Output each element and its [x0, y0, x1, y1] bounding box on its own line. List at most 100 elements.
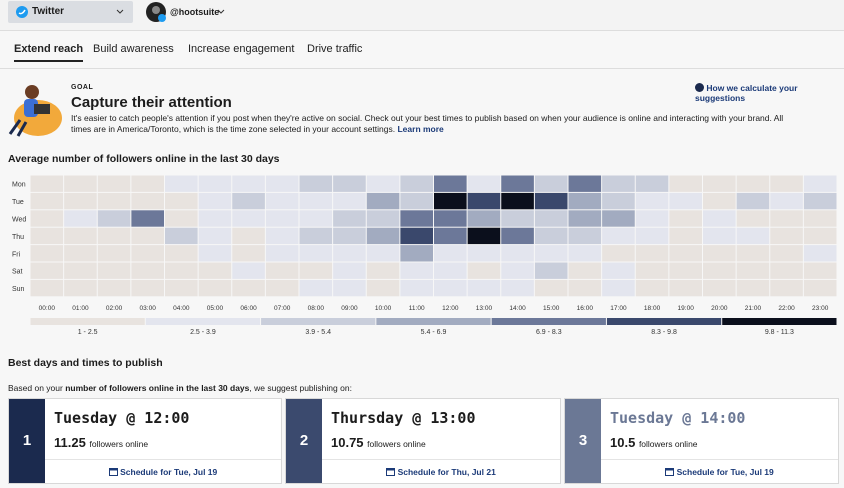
heatmap-cell	[299, 227, 333, 245]
schedule-button[interactable]: Schedule for Tue, Jul 19	[601, 467, 838, 477]
heatmap-cell	[198, 279, 232, 297]
heatmap-cell	[232, 210, 265, 227]
heatmap-cell	[534, 192, 568, 210]
heatmap-cell	[669, 175, 702, 192]
heatmap-cell	[434, 245, 467, 262]
network-dropdown[interactable]: Twitter	[8, 1, 133, 23]
heatmap-cell	[602, 175, 635, 192]
hour-label: 01:00	[72, 305, 89, 312]
heatmap-cell	[568, 245, 602, 262]
heatmap-cell	[568, 175, 602, 192]
legend-swatch	[261, 318, 376, 325]
account-name: @hootsuite	[170, 7, 220, 17]
heatmap-cell	[669, 227, 702, 245]
heatmap-cell	[602, 262, 635, 279]
card-title: Tuesday @ 14:00	[610, 409, 746, 427]
help-link[interactable]: How we calculate your suggestions	[695, 83, 844, 103]
hour-label: 15:00	[543, 305, 560, 312]
heatmap-cell	[165, 175, 198, 192]
suggestion-card: 3 Tuesday @ 14:00 10.5 followers online Sc…	[564, 398, 839, 484]
heatmap-cell	[131, 279, 164, 297]
tab[interactable]: Extend reach	[14, 43, 84, 62]
heatmap-cell	[770, 279, 803, 297]
heatmap-cell	[97, 227, 131, 245]
heatmap-cell	[333, 175, 366, 192]
heatmap-cell	[534, 262, 568, 279]
heatmap-cell	[198, 175, 232, 192]
heatmap-cell	[366, 227, 400, 245]
heatmap-cell	[602, 227, 635, 245]
intro-text: Based on your	[8, 383, 66, 393]
heatmap-cell	[501, 210, 534, 227]
heatmap-cell	[669, 210, 702, 227]
heatmap-cell	[602, 279, 635, 297]
heatmap-cell	[64, 245, 97, 262]
schedule-text: Schedule for Thu, Jul 21	[397, 467, 496, 477]
heatmap-title: Average number of followers online in th…	[8, 153, 280, 165]
heatmap-cell	[366, 245, 400, 262]
heatmap-cell	[64, 279, 97, 297]
legend-label: 5.4 - 6.9	[421, 329, 447, 336]
heatmap-cell	[501, 279, 534, 297]
avatar	[146, 2, 166, 22]
goal-title: Capture their attention	[71, 94, 232, 111]
heatmap-cell	[366, 175, 400, 192]
tab[interactable]: Drive traffic	[307, 43, 363, 55]
heatmap-cell	[131, 192, 164, 210]
heatmap-cell	[265, 227, 299, 245]
heatmap-cell	[703, 245, 736, 262]
heatmap-cell	[366, 192, 400, 210]
heatmap-cell	[97, 279, 131, 297]
heatmap-cell	[501, 192, 534, 210]
heatmap-cell	[736, 262, 770, 279]
day-label: Sat	[12, 269, 23, 276]
followers-value: 10.75	[331, 435, 364, 450]
heatmap-cell	[131, 245, 164, 262]
heatmap-cell	[366, 279, 400, 297]
heatmap-cell	[198, 227, 232, 245]
heatmap-cell	[165, 262, 198, 279]
heatmap-cell	[333, 245, 366, 262]
heatmap-cell	[434, 210, 467, 227]
heatmap-cell	[534, 227, 568, 245]
legend-swatch	[491, 318, 606, 325]
divider	[45, 459, 281, 460]
card-title: Thursday @ 13:00	[331, 409, 476, 427]
tab-bar: Extend reach Build awareness Increase enga…	[0, 31, 844, 69]
heatmap-cell	[434, 192, 467, 210]
heatmap-cell	[703, 227, 736, 245]
heatmap-cell	[635, 175, 669, 192]
legend-swatch	[30, 318, 145, 325]
learn-more-link[interactable]: Learn more	[397, 123, 444, 134]
heatmap-cell	[232, 192, 265, 210]
tab[interactable]: Increase engagement	[188, 43, 295, 55]
heatmap-cell	[803, 279, 837, 297]
heatmap-cell	[770, 262, 803, 279]
heatmap-cell	[703, 210, 736, 227]
heatmap-cell	[30, 192, 64, 210]
help-text: How we calculate your suggestions	[695, 83, 798, 103]
heatmap-cell	[299, 262, 333, 279]
heatmap-cell	[265, 210, 299, 227]
hour-label: 05:00	[207, 305, 224, 312]
heatmap-cell	[400, 175, 433, 192]
heatmap-cell	[501, 175, 534, 192]
legend-label: 3.9 - 5.4	[305, 329, 331, 336]
heatmap-cell	[602, 210, 635, 227]
heatmap-cell	[434, 279, 467, 297]
day-label: Sun	[12, 286, 25, 293]
schedule-button[interactable]: Schedule for Thu, Jul 21	[322, 467, 560, 477]
rank: 1	[9, 399, 45, 483]
heatmap-cell	[131, 227, 164, 245]
rank: 3	[565, 399, 601, 483]
heatmap-cell	[803, 210, 837, 227]
schedule-button[interactable]: Schedule for Tue, Jul 19	[45, 467, 281, 477]
best-title: Best days and times to publish	[8, 357, 163, 369]
account-dropdown[interactable]: @hootsuite	[145, 1, 235, 23]
tab[interactable]: Build awareness	[93, 43, 174, 55]
heatmap-cell	[803, 192, 837, 210]
heatmap-cell	[467, 175, 501, 192]
heatmap-cell	[232, 175, 265, 192]
intro-emphasis: number of followers online in the last 3…	[65, 383, 250, 393]
schedule-text: Schedule for Tue, Jul 19	[676, 467, 774, 477]
